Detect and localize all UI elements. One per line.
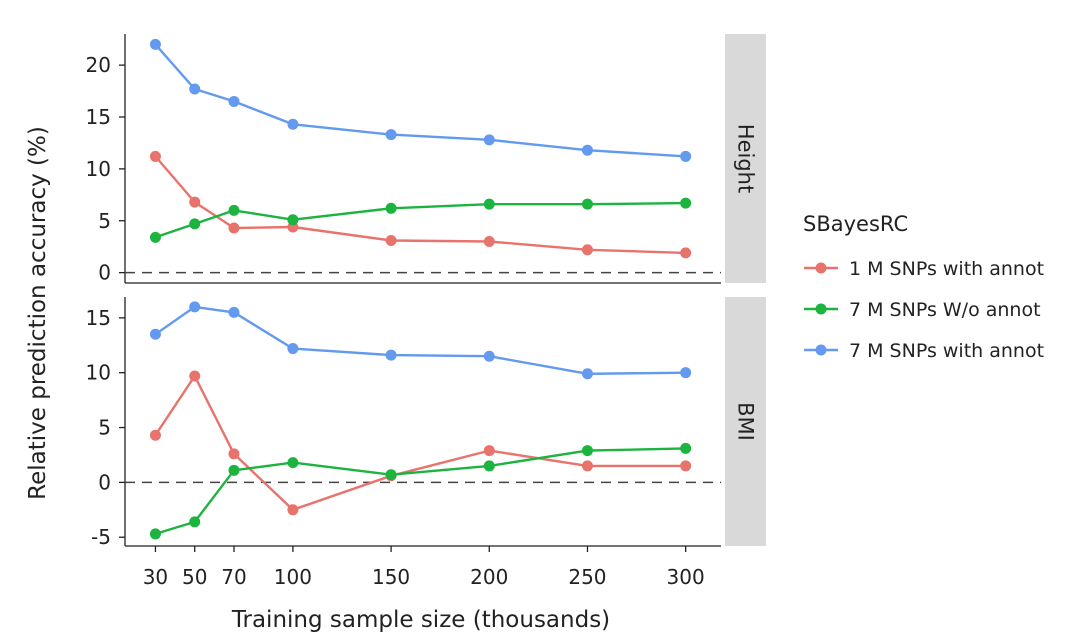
data-point-7-m-snps-with-annot-bmi <box>228 306 240 318</box>
x-tick-label: 100 <box>274 565 312 589</box>
data-point-7-m-snps-w-o-annot-height <box>385 202 397 214</box>
data-point-1-m-snps-with-annot-bmi <box>189 370 201 382</box>
x-tick-label: 250 <box>568 565 606 589</box>
data-point-1-m-snps-with-annot-bmi <box>149 429 161 441</box>
y-tick-label: 0 <box>98 470 111 494</box>
data-point-7-m-snps-w-o-annot-bmi <box>228 464 240 476</box>
data-point-7-m-snps-with-annot-bmi <box>287 343 299 355</box>
data-point-1-m-snps-with-annot-height <box>149 150 161 162</box>
y-tick-label: 15 <box>86 105 111 129</box>
data-point-7-m-snps-with-annot-height <box>680 150 692 162</box>
data-point-7-m-snps-with-annot-bmi <box>189 301 201 313</box>
series-line-7-m-snps-w-o-annot-height <box>155 201 686 239</box>
data-point-7-m-snps-w-o-annot-height <box>189 218 201 230</box>
data-point-7-m-snps-with-annot-bmi <box>483 350 495 362</box>
data-point-1-m-snps-with-annot-height <box>483 236 495 247</box>
x-tick-label: 200 <box>470 565 508 589</box>
x-tick-label: 50 <box>182 565 207 589</box>
x-axis-label: Training sample size (thousands) <box>231 607 610 633</box>
x-tick-label: 300 <box>667 565 705 589</box>
series-line-7-m-snps-with-annot-bmi <box>154 305 686 375</box>
series-line-7-m-snps-w-o-annot-bmi <box>155 447 686 536</box>
x-tick-label: 150 <box>372 565 410 589</box>
data-point-7-m-snps-w-o-annot-bmi <box>483 460 495 472</box>
legend-entry-7-m-snps-with-annot: 7 M SNPs with annot <box>849 340 1044 362</box>
y-tick-label: 5 <box>98 416 111 440</box>
y-tick-label: 0 <box>98 261 111 285</box>
data-point-1-m-snps-with-annot-height <box>189 196 201 208</box>
data-point-1-m-snps-with-annot-height <box>228 222 240 234</box>
series-line-1-m-snps-with-annot-height <box>154 155 686 255</box>
data-point-7-m-snps-with-annot-height <box>149 38 161 50</box>
series-line-1-m-snps-with-annot-bmi <box>154 374 686 511</box>
data-point-7-m-snps-with-annot-height <box>581 144 593 156</box>
facet-label-height: Height <box>734 124 758 193</box>
data-point-1-m-snps-with-annot-height <box>680 247 692 259</box>
series-line-7-m-snps-with-annot-height <box>154 43 686 158</box>
data-point-1-m-snps-with-annot-bmi <box>483 445 495 457</box>
data-point-1-m-snps-with-annot-height <box>581 244 593 256</box>
data-point-7-m-snps-with-annot-height <box>189 83 201 95</box>
legend-key-point <box>815 344 827 356</box>
data-point-7-m-snps-w-o-annot-bmi <box>680 442 692 454</box>
x-tick-label: 30 <box>143 565 168 589</box>
data-point-7-m-snps-with-annot-height <box>228 95 240 107</box>
y-axis-label: Relative prediction accuracy (%) <box>25 126 51 500</box>
data-point-7-m-snps-w-o-annot-height <box>149 231 161 243</box>
data-point-7-m-snps-w-o-annot-bmi <box>149 528 161 540</box>
legend-entry-7-m-snps-w-o-annot: 7 M SNPs W/o annot <box>849 299 1041 321</box>
data-point-7-m-snps-w-o-annot-height <box>581 198 593 210</box>
legend-entry-1-m-snps-with-annot: 1 M SNPs with annot <box>849 258 1044 280</box>
x-tick-label: 70 <box>221 565 246 589</box>
data-point-1-m-snps-with-annot-height <box>385 234 397 246</box>
data-point-7-m-snps-with-annot-bmi <box>680 367 692 379</box>
legend-title: SBayesRC <box>803 212 908 236</box>
data-point-7-m-snps-with-annot-height <box>483 134 495 146</box>
data-point-1-m-snps-with-annot-bmi <box>680 460 692 472</box>
y-tick-label: 20 <box>86 53 111 77</box>
data-point-7-m-snps-w-o-annot-bmi <box>385 469 397 481</box>
facet-strip-height <box>725 34 766 283</box>
legend-key-point <box>815 262 827 274</box>
legend-key-point <box>815 303 827 315</box>
y-tick-label: 10 <box>86 157 111 181</box>
facet-strip-bmi <box>725 297 766 546</box>
data-point-1-m-snps-with-annot-bmi <box>228 448 240 460</box>
y-tick-label: 5 <box>98 209 111 233</box>
data-point-1-m-snps-with-annot-bmi <box>581 460 593 472</box>
data-point-7-m-snps-w-o-annot-height <box>287 214 299 226</box>
data-point-7-m-snps-with-annot-bmi <box>581 368 593 380</box>
data-point-7-m-snps-with-annot-height <box>385 129 397 141</box>
data-point-7-m-snps-w-o-annot-height <box>680 197 692 209</box>
data-point-7-m-snps-w-o-annot-bmi <box>581 445 593 457</box>
facet-label-bmi: BMI <box>734 402 758 441</box>
data-point-7-m-snps-w-o-annot-bmi <box>287 457 299 469</box>
data-point-7-m-snps-with-annot-height <box>287 118 299 130</box>
data-point-7-m-snps-with-annot-bmi <box>385 349 397 361</box>
y-tick-label: 15 <box>86 306 111 330</box>
y-tick-label: 10 <box>86 361 111 385</box>
data-point-7-m-snps-w-o-annot-height <box>483 198 495 210</box>
data-point-1-m-snps-with-annot-bmi <box>287 504 299 516</box>
data-point-7-m-snps-w-o-annot-height <box>228 204 240 216</box>
y-tick-label: -5 <box>91 525 111 549</box>
data-point-7-m-snps-with-annot-bmi <box>149 328 161 340</box>
data-point-7-m-snps-w-o-annot-bmi <box>189 516 201 528</box>
